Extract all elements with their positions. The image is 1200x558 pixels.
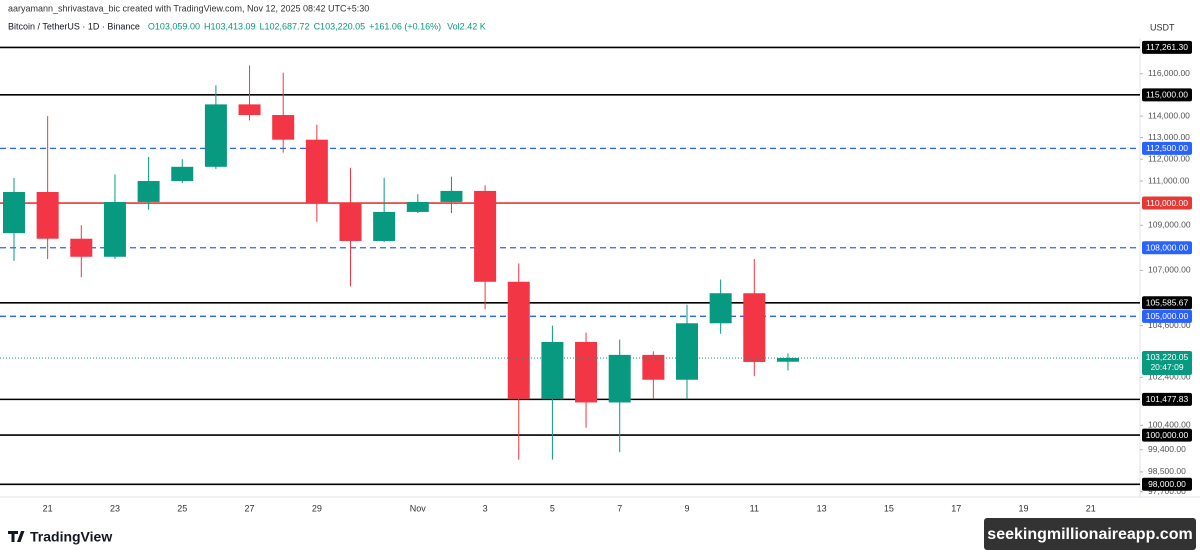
x-tick-label: 21 (1086, 503, 1096, 513)
x-tick-label: 23 (110, 503, 120, 513)
volume: Vol2.42 K (447, 21, 486, 31)
level-label-box (1142, 428, 1192, 442)
x-tick-label: 11 (750, 503, 759, 513)
candle-body (642, 354, 665, 380)
level-label: 101,477.83 (1146, 394, 1189, 404)
y-tick-label: 111,000.00 (1148, 175, 1190, 185)
ohlc-value: L102,687.72 (260, 21, 310, 31)
level-label: 100,000.00 (1146, 430, 1189, 440)
y-tick-label: 97,700.00 (1148, 486, 1186, 496)
level-label-box (1142, 241, 1192, 255)
ohlc-value: O103,059.00 (148, 21, 200, 31)
y-tick-label: 112,000.00 (1148, 153, 1190, 163)
x-tick-label: 7 (617, 503, 622, 513)
currency: USDT (1150, 22, 1175, 32)
candle-body (103, 201, 126, 257)
brand: TradingView (30, 529, 112, 545)
x-tick-label: 13 (817, 503, 827, 513)
candle-body (204, 104, 227, 167)
ohlc-value: H103,413.09 (204, 21, 256, 31)
candle-body (676, 323, 698, 380)
candle-body (3, 192, 25, 234)
candle-body (743, 293, 766, 362)
candle-body (272, 115, 295, 140)
level-label: 115,000.00 (1146, 90, 1188, 100)
author-line: aaryamann_shrivastava_bic created with T… (8, 3, 369, 13)
symbol: Bitcoin / TetherUS · 1D · Binance (8, 21, 140, 31)
x-tick-label: 19 (1018, 503, 1028, 513)
x-tick-label: Nov (410, 503, 427, 513)
y-tick-label: 100,400.00 (1148, 420, 1191, 430)
countdown: 20:47:09 (1150, 362, 1183, 372)
last-price-box (1142, 350, 1192, 375)
candle-body (36, 192, 59, 239)
candle-body (137, 181, 160, 202)
candle-body (776, 357, 799, 362)
candle-body (709, 293, 732, 324)
watermark-box (984, 518, 1196, 550)
level-label: 105,585.67 (1146, 298, 1189, 308)
y-tick-label: 109,000.00 (1148, 220, 1191, 230)
level-label: 105,000.00 (1146, 311, 1189, 321)
level-label-box (1142, 296, 1192, 310)
x-tick-label: 9 (684, 503, 689, 513)
level-labels: 117,261.30 115,000.00 112,500.00 110,000.00… (1142, 40, 1192, 491)
level-label: 112,500.00 (1146, 143, 1188, 153)
level-label-box (1142, 309, 1192, 323)
y-tick-label: 116,000.00 (1148, 68, 1190, 78)
y-tick-label: 102,400.00 (1148, 372, 1191, 382)
candle-body (541, 341, 564, 399)
level-label-box (1142, 477, 1192, 491)
candle-body (373, 211, 396, 241)
level-label: 110,000.00 (1146, 198, 1188, 208)
candle-body (339, 203, 362, 241)
level-label-box (1142, 196, 1192, 210)
ohlc-value: +161.06 (+0.16%) (369, 21, 441, 31)
brand-logo: TradingView (8, 529, 112, 545)
candle-body (171, 166, 194, 182)
y-tick-label: 104,600.00 (1148, 320, 1191, 330)
candle-body (474, 190, 497, 282)
x-tick-label: 3 (483, 503, 488, 513)
brand-icon (8, 531, 25, 542)
level-label-box (1142, 392, 1192, 406)
last-price-label: 103,220.05 (1146, 352, 1189, 362)
candle-body (305, 139, 328, 204)
level-label-box (1142, 40, 1192, 54)
level-label-box (1142, 141, 1192, 155)
y-tick-label: 98,500.00 (1148, 466, 1186, 476)
level-label: 117,261.30 (1146, 42, 1188, 52)
candle-body (238, 104, 261, 116)
y-tick-label: 107,000.00 (1148, 265, 1191, 275)
y-tick-label: 113,000.00 (1148, 132, 1190, 142)
level-label: 98,000.00 (1148, 479, 1186, 489)
level-label-box (1142, 88, 1192, 102)
x-tick-label: 21 (43, 503, 53, 513)
x-tick-label: 29 (312, 503, 322, 513)
x-tick-label: 15 (884, 503, 894, 513)
x-tick-label: 5 (550, 503, 555, 513)
candle-body (440, 190, 463, 202)
x-tick-label: 27 (245, 503, 255, 513)
candle-body (406, 201, 429, 212)
x-tick-label: 25 (177, 503, 187, 513)
candle-body (575, 341, 598, 403)
y-tick-label: 99,400.00 (1148, 444, 1186, 454)
watermark: seekingmillionaireapp.com (987, 526, 1192, 543)
ohlc-value: C103,220.05 (314, 21, 366, 31)
candle-body (608, 354, 631, 403)
candle-body (507, 281, 530, 399)
candle-body (70, 238, 93, 257)
level-label: 108,000.00 (1146, 242, 1189, 252)
x-tick-label: 17 (951, 503, 961, 513)
y-tick-label: 114,000.00 (1148, 110, 1190, 120)
